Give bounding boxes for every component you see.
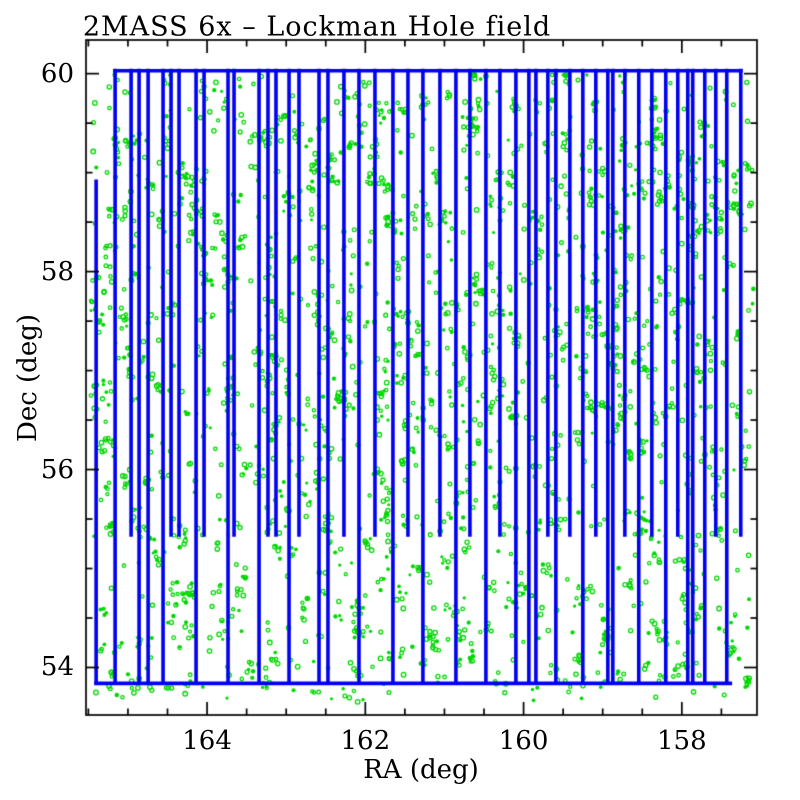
plot-title: 2MASS 6x – Lockman Hole field	[82, 11, 552, 43]
x-tick-label: 162	[340, 726, 391, 756]
y-tick-label: 54	[40, 652, 74, 683]
y-tick-label: 58	[40, 256, 74, 287]
x-tick-label: 160	[498, 726, 549, 756]
y-tick-label: 60	[40, 58, 74, 89]
x-axis-label: RA (deg)	[363, 755, 479, 785]
x-tick-label: 164	[182, 726, 232, 756]
y-axis-label: Dec (deg)	[13, 313, 43, 443]
y-tick-label: 56	[40, 454, 74, 485]
x-tick-label: 158	[657, 726, 707, 756]
